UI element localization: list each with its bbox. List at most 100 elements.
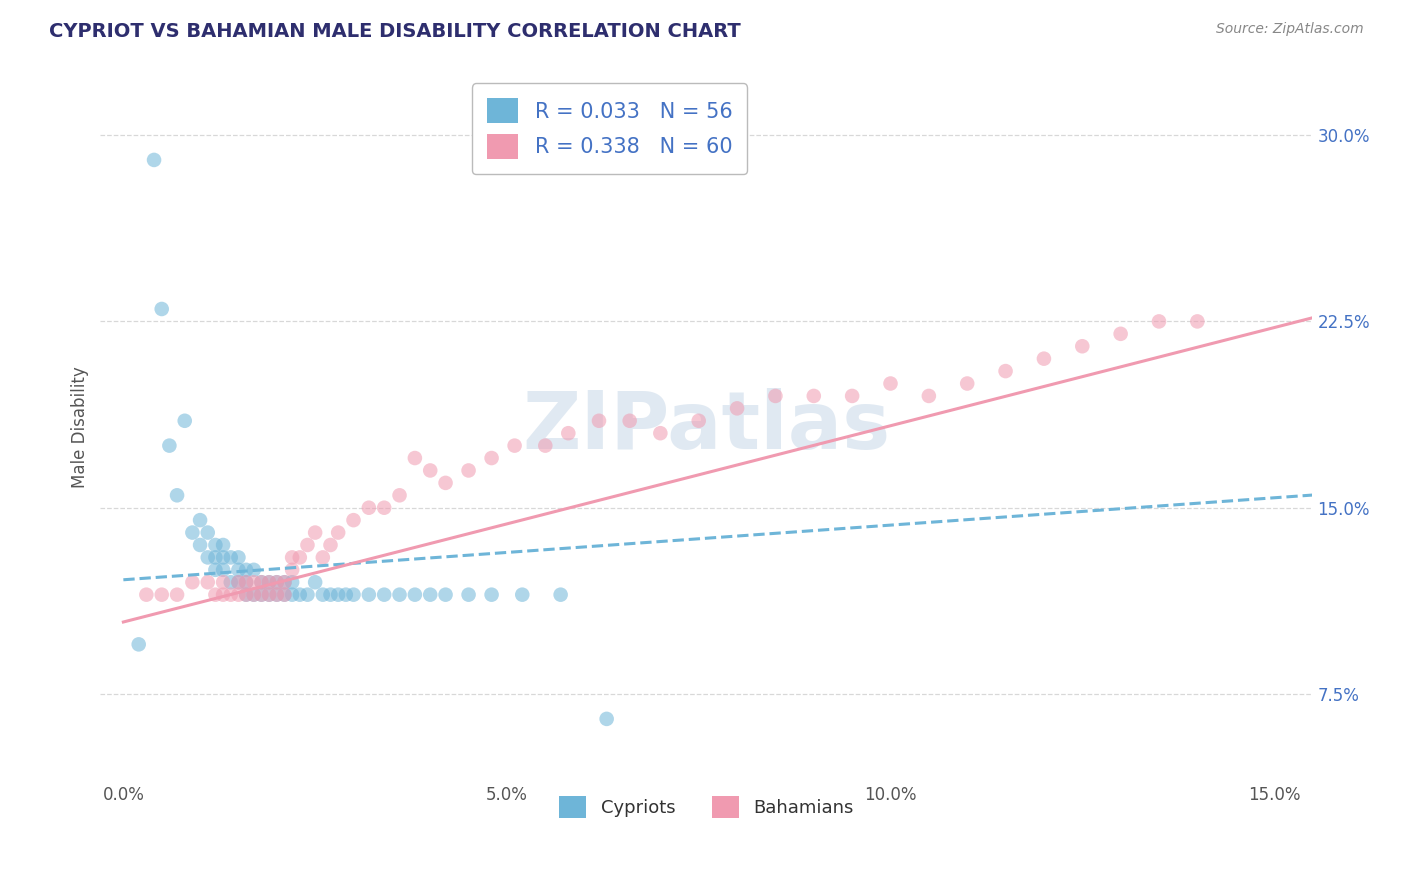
Point (725, 401, 748, 416)
Point (212, 588, 235, 602)
Point (266, 588, 288, 602)
Point (595, 712, 617, 726)
Point (219, 550, 242, 565)
Point (150, 588, 173, 602)
Point (173, 414, 195, 428)
Point (434, 588, 457, 602)
Point (841, 389, 863, 403)
Point (257, 588, 280, 602)
Point (281, 550, 304, 565)
Point (457, 588, 479, 602)
Legend: Cypriots, Bahamians: Cypriots, Bahamians (553, 789, 860, 825)
Point (357, 588, 380, 602)
Point (312, 550, 335, 565)
Point (288, 550, 311, 565)
Point (288, 588, 311, 602)
Point (1032, 351, 1054, 366)
Point (534, 439, 557, 453)
Point (503, 439, 526, 453)
Point (212, 575, 235, 590)
Point (281, 563, 304, 577)
Point (257, 575, 280, 590)
Point (481, 450, 503, 465)
Point (297, 588, 319, 602)
Point (212, 538, 235, 552)
Point (373, 500, 395, 515)
Point (219, 588, 242, 602)
Text: ZIPatlas: ZIPatlas (522, 388, 890, 466)
Point (250, 575, 273, 590)
Point (765, 389, 787, 403)
Point (335, 588, 357, 602)
Point (312, 588, 335, 602)
Point (219, 575, 242, 590)
Point (181, 525, 204, 540)
Point (1187, 314, 1209, 328)
Point (257, 575, 280, 590)
Point (297, 538, 319, 552)
Point (212, 563, 235, 577)
Point (212, 550, 235, 565)
Point (197, 550, 219, 565)
Point (510, 588, 533, 602)
Point (235, 588, 257, 602)
Point (204, 588, 226, 602)
Point (273, 575, 295, 590)
Point (204, 550, 226, 565)
Point (188, 513, 211, 527)
Point (143, 153, 166, 167)
Point (1071, 339, 1094, 353)
Point (457, 463, 479, 477)
Point (228, 575, 250, 590)
Point (994, 364, 1017, 378)
Point (235, 575, 257, 590)
Point (388, 488, 411, 502)
Point (242, 575, 264, 590)
Point (135, 588, 157, 602)
Point (404, 450, 426, 465)
Point (550, 588, 572, 602)
Point (157, 439, 180, 453)
Point (128, 637, 150, 651)
Point (328, 588, 350, 602)
Point (879, 376, 901, 391)
Point (304, 525, 326, 540)
Point (197, 575, 219, 590)
Point (166, 488, 188, 502)
Point (266, 588, 288, 602)
Point (328, 525, 350, 540)
Point (688, 414, 710, 428)
Point (188, 538, 211, 552)
Point (235, 588, 257, 602)
Point (281, 588, 304, 602)
Point (250, 588, 273, 602)
Y-axis label: Male Disability: Male Disability (72, 366, 89, 488)
Point (257, 588, 280, 602)
Point (281, 575, 304, 590)
Point (204, 563, 226, 577)
Point (956, 376, 979, 391)
Point (181, 575, 204, 590)
Text: CYPRIOT VS BAHAMIAN MALE DISABILITY CORRELATION CHART: CYPRIOT VS BAHAMIAN MALE DISABILITY CORR… (49, 22, 741, 41)
Point (166, 588, 188, 602)
Point (803, 389, 825, 403)
Point (319, 588, 342, 602)
Point (419, 588, 441, 602)
Point (242, 563, 264, 577)
Point (1109, 326, 1132, 341)
Point (228, 550, 250, 565)
Point (557, 426, 579, 441)
Point (150, 301, 173, 316)
Point (588, 414, 610, 428)
Point (204, 538, 226, 552)
Point (650, 426, 672, 441)
Point (273, 588, 295, 602)
Point (228, 563, 250, 577)
Point (228, 575, 250, 590)
Point (434, 475, 457, 490)
Point (266, 575, 288, 590)
Point (242, 588, 264, 602)
Point (304, 575, 326, 590)
Point (342, 513, 364, 527)
Point (481, 588, 503, 602)
